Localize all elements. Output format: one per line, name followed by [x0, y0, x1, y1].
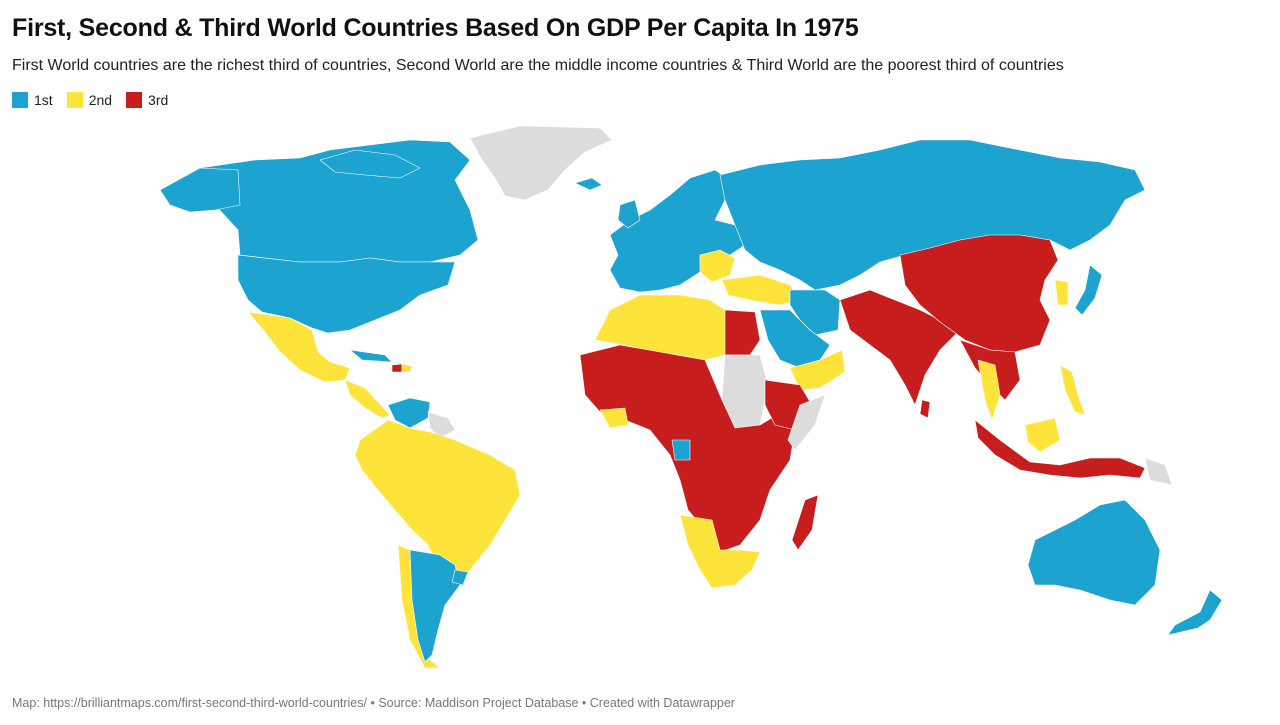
region-indonesia[interactable]	[974, 419, 1146, 479]
chart-title: First, Second & Third World Countries Ba…	[12, 14, 859, 42]
region-greenland[interactable]	[469, 125, 613, 201]
region-thailand[interactable]	[977, 359, 1001, 421]
region-australia[interactable]	[1027, 499, 1161, 606]
legend-item-first[interactable]: 1st	[12, 92, 53, 108]
created-with: Created with Datawrapper	[589, 696, 735, 710]
region-uruguay[interactable]	[451, 569, 469, 586]
region-iceland[interactable]	[574, 177, 603, 191]
region-dominican-rep[interactable]	[401, 363, 413, 373]
region-guianas[interactable]	[427, 411, 456, 439]
region-borneo[interactable]	[1024, 417, 1061, 453]
region-philippines[interactable]	[1059, 364, 1086, 416]
footer-separator: •	[366, 696, 379, 710]
region-ivory-coast[interactable]	[599, 407, 629, 429]
region-southern-africa[interactable]	[679, 514, 761, 589]
chart-subtitle: First World countries are the richest th…	[12, 57, 1064, 74]
region-alaska[interactable]	[159, 167, 241, 213]
region-korea[interactable]	[1054, 279, 1069, 306]
legend-label-second: 2nd	[88, 92, 113, 108]
region-uk[interactable]	[617, 199, 641, 229]
legend-label-first: 1st	[34, 92, 53, 108]
region-papua[interactable]	[1144, 457, 1173, 486]
region-canada-islands[interactable]	[319, 149, 421, 179]
source-credit: Source: Maddison Project Database	[378, 696, 579, 710]
region-turkey[interactable]	[721, 274, 801, 306]
legend-item-third[interactable]: 3rd	[126, 92, 168, 108]
legend-label-third: 3rd	[148, 92, 169, 108]
region-madagascar[interactable]	[791, 494, 819, 551]
legend: 1st 2nd 3rd	[12, 92, 168, 108]
region-haiti[interactable]	[391, 363, 403, 373]
region-eastern-europe[interactable]	[699, 249, 736, 283]
legend-swatch-third	[126, 92, 143, 108]
region-usa[interactable]	[237, 254, 456, 334]
region-mexico[interactable]	[247, 311, 351, 383]
region-gabon[interactable]	[671, 439, 691, 461]
region-south-asia[interactable]	[839, 289, 961, 406]
map-credit[interactable]: Map: https://brilliantmaps.com/first-sec…	[12, 696, 367, 710]
region-new-zealand[interactable]	[1167, 589, 1223, 636]
world-map	[159, 125, 1223, 669]
region-cuba[interactable]	[349, 349, 393, 363]
region-central-america[interactable]	[344, 379, 391, 419]
region-japan[interactable]	[1074, 264, 1103, 316]
legend-item-second[interactable]: 2nd	[66, 92, 113, 108]
region-argentina[interactable]	[409, 549, 461, 663]
footer-separator: •	[578, 696, 590, 710]
region-somalia[interactable]	[787, 394, 826, 451]
legend-swatch-second	[66, 92, 83, 108]
region-venezuela[interactable]	[387, 397, 431, 429]
footer: Map: https://brilliantmaps.com/first-sec…	[12, 696, 735, 710]
legend-swatch-first	[12, 92, 28, 108]
region-south-america[interactable]	[354, 419, 521, 586]
region-iran[interactable]	[789, 289, 841, 336]
region-china[interactable]	[899, 234, 1059, 353]
region-egypt[interactable]	[724, 309, 761, 356]
region-sri-lanka[interactable]	[919, 399, 931, 419]
